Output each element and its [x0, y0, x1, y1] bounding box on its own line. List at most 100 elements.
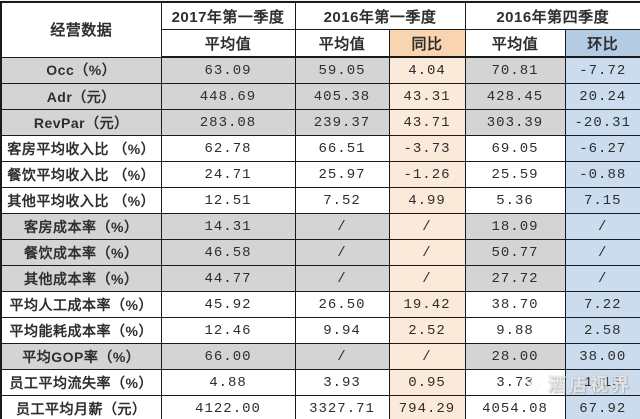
metric-label-cell: Occ（%） [0, 56, 162, 84]
table-row: Occ（%） 63.09 59.05 4.04 70.81 -7.72 [0, 56, 640, 84]
value-cell: 66.00 [160, 343, 296, 370]
table-row: RevPar（元） 283.08 239.37 43.71 303.39 -20.31 [0, 109, 640, 136]
value-cell: 14.31 [160, 213, 296, 240]
value-cell: 63.09 [160, 56, 296, 84]
header-group-row: 经营数据 2017年第一季度 2016年第一季度 2016年第四季度 [0, 1, 640, 58]
metric-label-cell: 平均人工成本率（%） [0, 291, 162, 318]
value-cell: / [564, 265, 640, 292]
table-row: 餐饮平均收入比 （%） 24.71 25.97 -1.26 25.59 -0.88 [0, 161, 640, 188]
table-row: 平均GOP率（%） 66.00//28.00 38.00 [0, 343, 640, 370]
value-cell: / [294, 343, 390, 370]
value-cell: -0.88 [564, 161, 640, 188]
metric-label-cell: 餐饮平均收入比 （%） [0, 161, 162, 188]
value-cell: / [388, 265, 466, 292]
subheader-yoy: 同比 [388, 29, 466, 58]
value-cell: 794.29 [388, 395, 466, 419]
value-cell: 38.00 [564, 343, 640, 370]
metric-label-cell: 客房成本率（%） [0, 213, 162, 240]
value-cell: 4054.08 [464, 395, 566, 419]
value-cell: 4122.00 [160, 395, 296, 419]
value-cell: 428.45 [464, 83, 566, 110]
value-cell: 18.09 [464, 213, 566, 240]
value-cell: 239.37 [294, 109, 390, 136]
value-cell: / [388, 239, 466, 266]
value-cell: 405.38 [294, 83, 390, 110]
value-cell: 1.15 [564, 369, 640, 396]
table-row: 平均能耗成本率（%） 12.46 9.94 2.52 9.88 2.58 [0, 317, 640, 344]
metric-label-cell: 餐饮成本率（%） [0, 239, 162, 266]
value-cell: 19.42 [388, 291, 466, 318]
value-cell: -20.31 [564, 109, 640, 136]
value-cell: 26.50 [294, 291, 390, 318]
table-row: 其他成本率（%） 44.77//27.72/ [0, 265, 640, 292]
table-row: 其他平均收入比 （%） 12.51 7.52 4.99 5.36 7.15 [0, 187, 640, 214]
value-cell: 12.46 [160, 317, 296, 344]
metric-label-cell: 平均能耗成本率（%） [0, 317, 162, 344]
value-cell: 28.00 [464, 343, 566, 370]
value-cell: 24.71 [160, 161, 296, 188]
value-cell: 9.88 [464, 317, 566, 344]
subheader-2017q1-average: 平均值 [160, 29, 296, 58]
table-header: 经营数据 2017年第一季度 2016年第一季度 2016年第四季度 平均值 平… [0, 1, 640, 58]
subheader-qoq: 环比 [564, 29, 640, 58]
table-row: 餐饮成本率（%） 46.58//50.77/ [0, 239, 640, 266]
value-cell: 44.77 [160, 265, 296, 292]
value-cell: 4.99 [388, 187, 466, 214]
value-cell: 9.94 [294, 317, 390, 344]
value-cell: 283.08 [160, 109, 296, 136]
corner-header-cell: 经营数据 [0, 1, 162, 58]
table-body: Occ（%） 63.09 59.05 4.04 70.81 -7.72 Adr（元） 448.… [0, 56, 640, 419]
value-cell: 69.05 [464, 135, 566, 162]
value-cell: 59.05 [294, 56, 390, 84]
value-cell: / [564, 239, 640, 266]
value-cell: 7.52 [294, 187, 390, 214]
column-group-2017-q1: 2017年第一季度 [160, 1, 296, 30]
value-cell: 7.22 [564, 291, 640, 318]
table-row: 客房平均收入比 （%） 62.78 66.51 -3.73 69.05 -6.27 [0, 135, 640, 162]
metric-label-cell: Adr（元） [0, 83, 162, 110]
value-cell: 27.72 [464, 265, 566, 292]
header-sub-row: 平均值 平均值 同比 平均值 环比 [1, 29, 640, 58]
value-cell: 3.93 [294, 369, 390, 396]
value-cell: -7.72 [564, 56, 640, 84]
value-cell: 4.88 [160, 369, 296, 396]
table-row: Adr（元） 448.69 405.38 43.31 428.45 20.24 [0, 83, 640, 110]
column-group-2016-q4: 2016年第四季度 [464, 1, 640, 30]
value-cell: 4.04 [388, 56, 466, 84]
metric-label-cell: RevPar（元） [0, 109, 162, 136]
table-row: 员工平均月薪（元） 4122.00 3327.71 794.29 4054.08 67.9… [0, 395, 640, 419]
metric-label-cell: 平均GOP率（%） [0, 343, 162, 370]
value-cell: 3.73 [464, 369, 566, 396]
value-cell: / [388, 213, 466, 240]
value-cell: 50.77 [464, 239, 566, 266]
value-cell: / [294, 265, 390, 292]
value-cell: 7.15 [564, 187, 640, 214]
value-cell: 38.70 [464, 291, 566, 318]
value-cell: 2.58 [564, 317, 640, 344]
table-row: 客房成本率（%） 14.31//18.09/ [0, 213, 640, 240]
metric-label-cell: 员工平均流失率（%） [0, 369, 162, 396]
value-cell: 46.58 [160, 239, 296, 266]
subheader-2016q1-average: 平均值 [294, 29, 390, 58]
value-cell: / [388, 343, 466, 370]
value-cell: 448.69 [160, 83, 296, 110]
value-cell: / [294, 239, 390, 266]
value-cell: 3327.71 [294, 395, 390, 419]
value-cell: 25.59 [464, 161, 566, 188]
value-cell: 20.24 [564, 83, 640, 110]
value-cell: 303.39 [464, 109, 566, 136]
metric-label-cell: 其他平均收入比 （%） [0, 187, 162, 214]
value-cell: -6.27 [564, 135, 640, 162]
value-cell: / [564, 213, 640, 240]
metric-label-cell: 员工平均月薪（元） [0, 395, 162, 419]
subheader-2016q4-average: 平均值 [464, 29, 566, 58]
value-cell: 43.71 [388, 109, 466, 136]
value-cell: 12.51 [160, 187, 296, 214]
value-cell: 5.36 [464, 187, 566, 214]
table-row: 员工平均流失率（%） 4.88 3.93 0.95 3.73 1.15 [0, 369, 640, 396]
value-cell: 25.97 [294, 161, 390, 188]
value-cell: / [294, 213, 390, 240]
value-cell: 70.81 [464, 56, 566, 84]
value-cell: 66.51 [294, 135, 390, 162]
